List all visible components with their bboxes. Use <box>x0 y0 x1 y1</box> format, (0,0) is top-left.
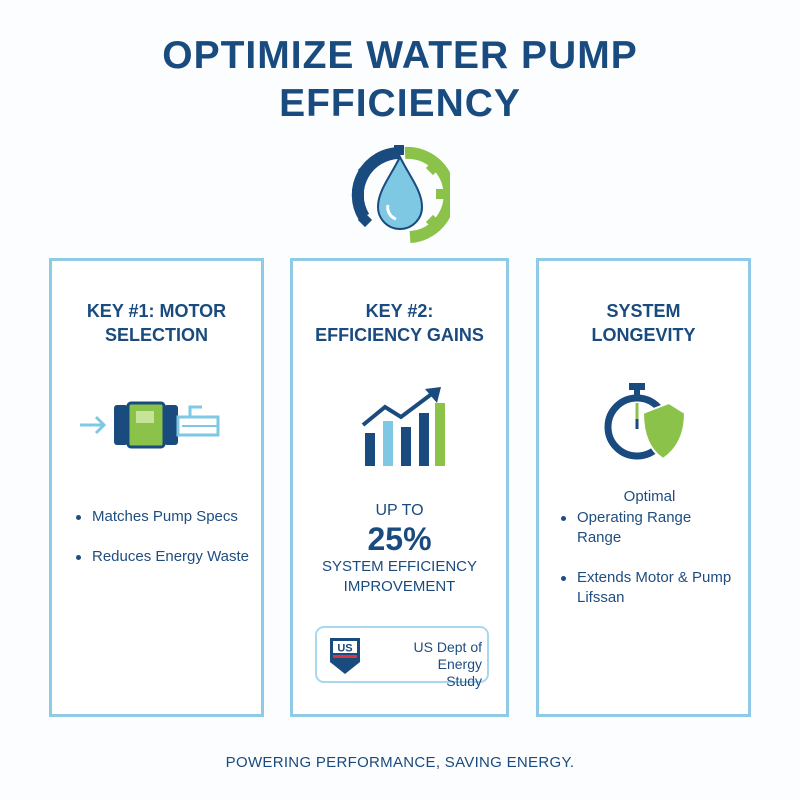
svg-text:US: US <box>337 643 352 655</box>
card-title: KEY #2: EFFICIENCY GAINS <box>315 301 484 345</box>
bullet-list: Matches Pump Specs Reduces Energy Waste <box>72 507 262 587</box>
bullet-list: Operating Range Range Extends Motor & Pu… <box>557 508 737 628</box>
bullet-item: Matches Pump Specs <box>72 507 262 527</box>
card-title: KEY #1: MOTOR SELECTION <box>86 301 227 345</box>
source-badge: US US Dept of Energy Study <box>315 626 489 689</box>
intro-text: Optimal <box>623 488 676 505</box>
card-efficiency-gains: KEY #2: EFFICIENCY GAINS UP TO 25% SYSTEM… <box>290 258 509 717</box>
footer-tagline: POWERING PERFORMANCE, SAVING ENERGY. <box>225 754 575 771</box>
page-title: OPTIMIZE WATER PUMP EFFICIENCY <box>0 32 800 128</box>
card-system-longevity: SYSTEM LONGEVITY Optimal Operating Range … <box>536 258 751 717</box>
card-title: SYSTEM LONGEVITY <box>591 301 696 345</box>
card-motor-selection: KEY #1: MOTOR SELECTION Matches Pump Spec… <box>49 258 264 717</box>
title-line-1: OPTIMIZE WATER PUMP <box>162 34 638 77</box>
us-shield-logo-icon: US <box>330 638 360 674</box>
bullet-item: Reduces Energy Waste <box>72 547 262 567</box>
efficiency-stat: UP TO 25% SYSTEM EFFICIENCY IMPROVEMENT <box>293 501 506 597</box>
water-drop-gear-icon <box>351 145 450 243</box>
bullet-item: Operating Range Range <box>557 508 737 548</box>
title-line-2: EFFICIENCY <box>279 82 521 125</box>
stat-value: 25% <box>367 521 432 557</box>
stopwatch-shield-icon <box>604 383 687 461</box>
bullet-item: Extends Motor & Pump Lifssan <box>557 568 737 608</box>
bar-chart-growth-icon <box>361 387 445 466</box>
motor-pump-icon <box>80 401 220 449</box>
